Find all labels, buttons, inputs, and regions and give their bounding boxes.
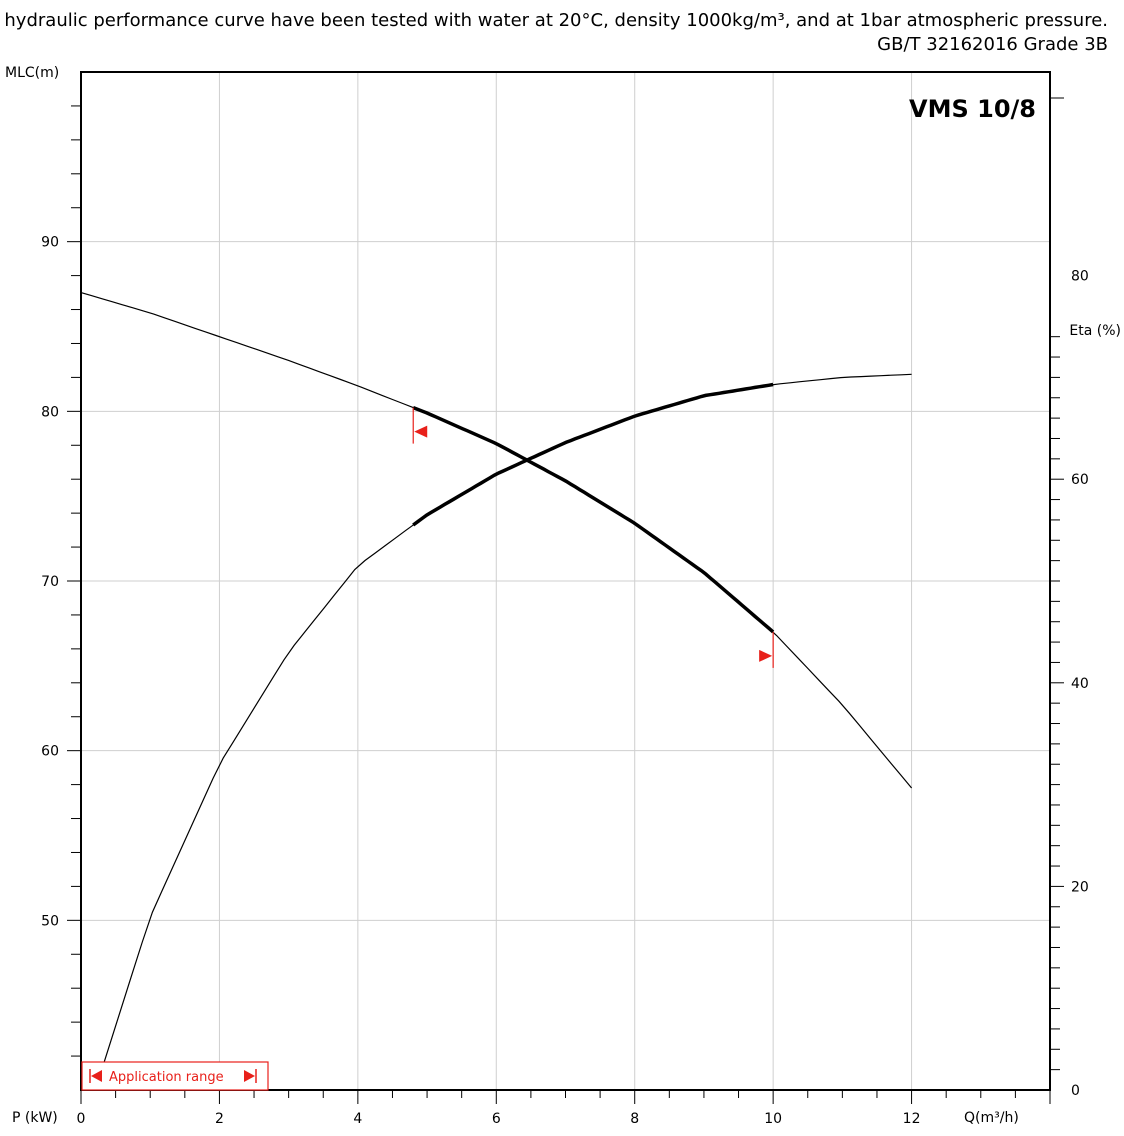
legend-left-arrow-icon: [91, 1070, 102, 1082]
efficiency-curve: [101, 373, 912, 1070]
y-left-tick-label: 50: [41, 913, 59, 929]
application-markers: [412, 407, 774, 668]
x-tick-label: 4: [353, 1111, 362, 1127]
x-tick-label: 8: [630, 1111, 639, 1127]
chart-title: VMS 10/8: [909, 95, 1036, 123]
curves: [80, 292, 913, 1070]
head-curve-application-range: [412, 405, 775, 634]
x-tick-label: 12: [903, 1111, 921, 1127]
x-axis-label: Q(m³/h): [964, 1110, 1019, 1126]
y-left-axis-label: MLC(m): [5, 65, 59, 81]
y-right-tick-label: 0: [1071, 1083, 1080, 1099]
plot-frame: [80, 71, 1051, 1091]
header-note: The hydraulic performance curve have bee…: [0, 10, 1108, 31]
application-start-arrow-icon: [414, 425, 428, 438]
application-range-legend: Application range: [81, 1061, 269, 1091]
x-tick-label: 10: [764, 1111, 782, 1127]
legend-right-arrow-icon: [244, 1070, 255, 1082]
y-right-tick-label: 80: [1071, 269, 1089, 285]
axis-ticks: 50 60 70 80 90 0 20 40 60 80 0 2 4 6 8 10 12: [41, 97, 1089, 1127]
efficiency-curve-application-range: [412, 382, 774, 527]
x-tick-label: 2: [215, 1111, 224, 1127]
y-left-tick-label: 80: [41, 404, 59, 420]
application-range-box: [81, 1061, 269, 1091]
legend-application-range-label: Application range: [109, 1070, 224, 1085]
y-right-axis-label: Eta (%): [1069, 323, 1121, 339]
y-right-tick-label: 20: [1071, 879, 1089, 895]
header-standard: GB/T 32162016 Grade 3B: [877, 34, 1108, 55]
application-end-arrow-icon: [759, 649, 773, 662]
y-right-tick-label: 40: [1071, 676, 1089, 692]
y-left-tick-label: 60: [41, 744, 59, 760]
x-tick-label: 6: [492, 1111, 501, 1127]
y-left-tick-label: 70: [41, 574, 59, 590]
y-right-tick-label: 60: [1071, 472, 1089, 488]
y-left-tick-label: 90: [41, 235, 59, 251]
grid: [81, 72, 1050, 1090]
x-tick-label: 0: [77, 1111, 86, 1127]
power-axis-label: P (kW): [12, 1110, 58, 1126]
